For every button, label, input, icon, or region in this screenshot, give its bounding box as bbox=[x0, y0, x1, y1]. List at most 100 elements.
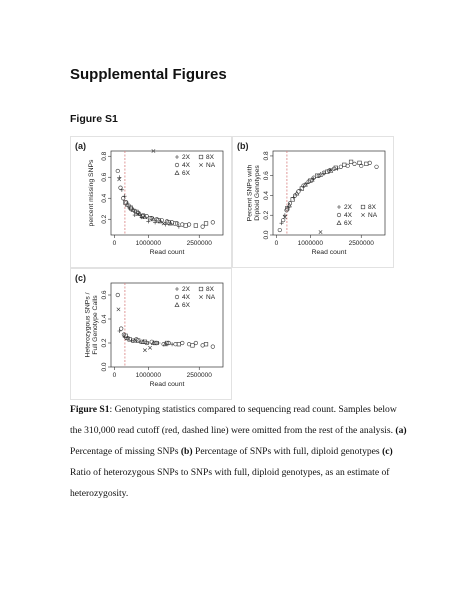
plot-panel-a: (a) 0 1000000 2500000 0.2 0.4 0.6 0.8 Read count… bbox=[70, 136, 232, 268]
data-point-2x bbox=[163, 222, 168, 227]
x-axis-label: Read count bbox=[150, 249, 185, 256]
data-point-4x bbox=[374, 164, 379, 169]
data-point-2x bbox=[286, 205, 291, 210]
plot-frame bbox=[272, 150, 386, 236]
data-point-6x bbox=[167, 220, 173, 226]
data-point-6x bbox=[318, 171, 324, 177]
x-tick-label: 1000000 bbox=[136, 372, 162, 379]
data-point-8x bbox=[299, 186, 304, 191]
scatter-plot-c: (c) 0 1000000 2500000 0.0 0.2 0.4 0.6 Read count… bbox=[75, 273, 224, 388]
data-point-8x bbox=[342, 162, 347, 167]
x-tick-label: 0 bbox=[275, 240, 279, 247]
y-tick-label: 0.4 bbox=[101, 314, 108, 323]
legend-marker bbox=[175, 155, 179, 159]
legend-marker bbox=[199, 163, 203, 167]
data-point-na bbox=[136, 212, 141, 216]
legend-marker bbox=[361, 213, 365, 217]
x-tick-label: 1000000 bbox=[136, 240, 162, 247]
data-point-4x bbox=[118, 185, 123, 190]
data-point-na bbox=[116, 307, 121, 312]
data-point-8x bbox=[127, 337, 132, 342]
data-point-6x bbox=[132, 337, 138, 343]
y-tick-label: 0.6 bbox=[101, 172, 108, 181]
legend-label: 6X bbox=[344, 220, 353, 227]
y-axis-label-line: Heterozygous SNPs / bbox=[85, 292, 92, 357]
legend-marker bbox=[174, 170, 180, 175]
figure-caption: Figure S1: Genotyping statistics compare… bbox=[70, 399, 408, 504]
legend-marker bbox=[174, 294, 180, 300]
plot-panel-c: (c) 0 1000000 2500000 0.0 0.2 0.4 0.6 Read count… bbox=[70, 268, 232, 400]
plot-frame bbox=[110, 150, 224, 236]
legend-label: 2X bbox=[182, 286, 191, 293]
data-point-na bbox=[328, 167, 333, 172]
data-point-4x bbox=[173, 342, 178, 347]
data-point-8x bbox=[123, 333, 128, 338]
data-point-8x bbox=[142, 339, 148, 344]
y-tick-label: 0.0 bbox=[263, 230, 270, 239]
plot-panel-b: (b) 0 1000000 2500000 0.0 0.2 0.4 0.6 0.8 Read co… bbox=[232, 136, 394, 268]
legend-label: 2X bbox=[344, 204, 353, 211]
data-point-8x bbox=[357, 160, 362, 165]
y-axis-label-line: Diploid Genotypes bbox=[254, 165, 261, 221]
data-point-4x bbox=[200, 343, 205, 348]
legend-marker bbox=[199, 295, 203, 299]
legend-marker bbox=[198, 154, 204, 160]
caption-text-3: Percentage of SNPs with full, diploid ge… bbox=[192, 446, 383, 457]
legend-label: 4X bbox=[182, 294, 191, 301]
data-point-4x bbox=[345, 163, 350, 168]
data-point-8x bbox=[285, 206, 290, 211]
data-point-4x bbox=[180, 340, 185, 346]
data-point-8x bbox=[140, 214, 145, 219]
data-point-4x bbox=[352, 161, 357, 166]
legend-marker bbox=[174, 302, 180, 307]
legend-label: 8X bbox=[206, 154, 215, 161]
data-point-8x bbox=[364, 161, 369, 166]
x-tick-label: 1000000 bbox=[298, 240, 324, 247]
caption-lead: Figure S1 bbox=[70, 404, 110, 415]
data-point-8x bbox=[183, 223, 188, 228]
data-point-8x bbox=[123, 200, 128, 205]
data-point-8x bbox=[203, 342, 209, 347]
data-point-4x bbox=[277, 227, 282, 233]
legend-marker bbox=[175, 287, 179, 291]
data-point-2x bbox=[117, 175, 122, 180]
data-point-4x bbox=[338, 164, 343, 169]
legend-label: 6X bbox=[182, 170, 191, 177]
legend-marker bbox=[360, 204, 366, 210]
caption-text-4: Ratio of heterozygous SNPs to SNPs with … bbox=[70, 467, 390, 499]
x-axis-label: Read count bbox=[150, 381, 185, 388]
data-point-4x bbox=[210, 344, 215, 349]
data-point-8x bbox=[190, 343, 195, 348]
y-tick-label: 0.2 bbox=[101, 338, 108, 347]
y-tick-label: 0.8 bbox=[101, 151, 108, 160]
data-point-8x bbox=[147, 216, 153, 221]
legend-label: 8X bbox=[206, 286, 215, 293]
data-point-6x bbox=[302, 181, 308, 187]
y-tick-label: 0.2 bbox=[101, 214, 108, 223]
x-axis-label: Read count bbox=[312, 249, 347, 256]
data-point-8x bbox=[308, 178, 313, 183]
data-point-4x bbox=[121, 196, 126, 201]
data-point-8x bbox=[173, 221, 178, 226]
plot-frame bbox=[110, 282, 224, 368]
legend-label: NA bbox=[206, 162, 216, 169]
y-tick-label: 0.4 bbox=[101, 193, 108, 202]
data-point-4x bbox=[119, 326, 124, 331]
y-axis-label-line: Full Genotype Calls bbox=[92, 295, 99, 355]
data-point-2x bbox=[122, 335, 127, 339]
y-tick-label: 0.2 bbox=[263, 210, 270, 219]
data-point-4x bbox=[281, 218, 286, 223]
data-point-na bbox=[117, 177, 122, 182]
x-tick-label: 2500000 bbox=[187, 240, 213, 247]
data-point-4x bbox=[180, 222, 185, 227]
data-point-6x bbox=[162, 341, 168, 347]
x-tick-label: 0 bbox=[113, 240, 117, 247]
data-point-2x bbox=[122, 194, 127, 199]
legend-label: 8X bbox=[368, 204, 377, 211]
caption-tag-b: (b) bbox=[180, 446, 193, 457]
legend-label: 6X bbox=[182, 302, 191, 309]
y-axis-label-line: Percent SNPs with bbox=[247, 164, 254, 221]
data-point-8x bbox=[315, 173, 320, 178]
